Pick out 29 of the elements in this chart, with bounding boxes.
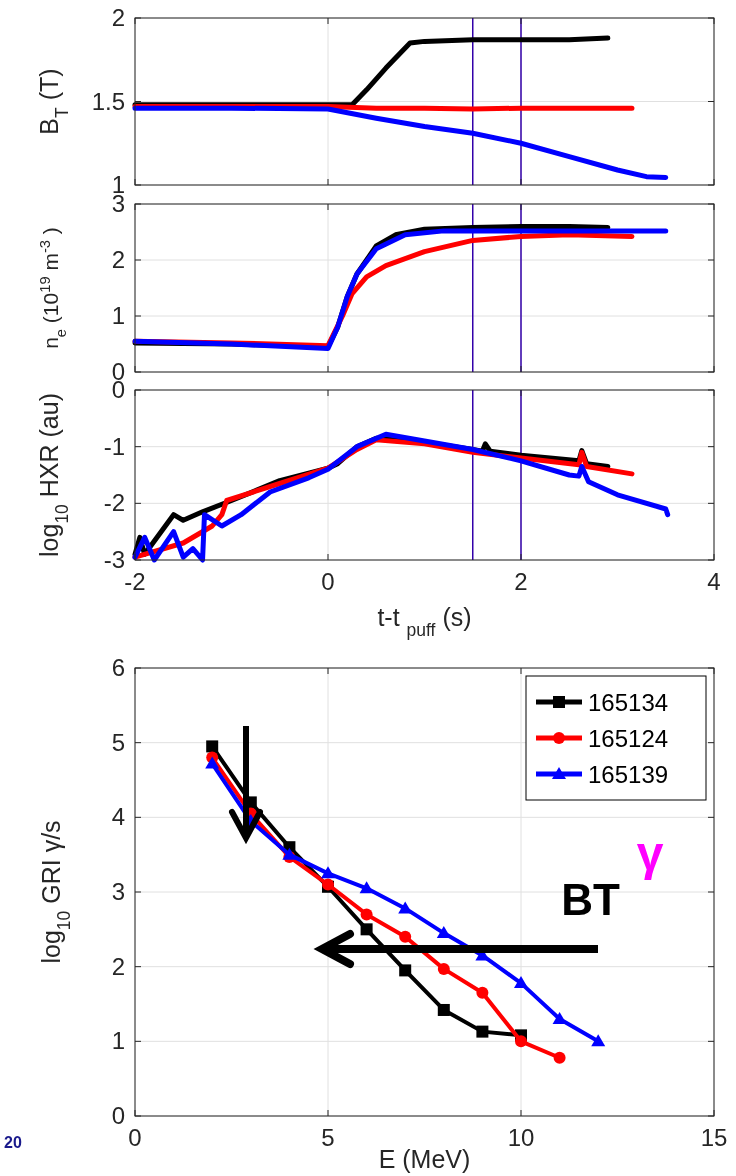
legend-label: 165139 [588,761,669,788]
y-tick-label: 1 [111,302,125,329]
y-tick-label: 1.5 [91,87,125,115]
x-axis-title: E (MeV) [378,1145,471,1173]
x-tick-label: 10 [507,1124,535,1151]
y-tick-label: -2 [103,489,125,517]
y-tick-label: 6 [111,654,125,681]
text: 20 [4,1134,22,1151]
x-tick-label: 5 [321,1124,335,1151]
y-tick-label: 3 [111,878,125,905]
x-tick-label: 15 [700,1124,728,1151]
y-tick-label: 2 [111,4,125,31]
y-tick-label: 1 [111,1027,125,1055]
y-tick-label: -1 [103,432,125,460]
y-tick-label: 2 [111,952,125,980]
legend-label: 165134 [588,689,669,716]
x-axis-title: t-t $_{puff}$ (s) [377,603,472,640]
y-tick-label: 5 [111,728,125,756]
x-tick-label: 2 [514,568,528,595]
y-tick-label: 2 [111,246,125,273]
x-tick-label: 0 [321,568,335,595]
legend-label: 165124 [588,725,669,752]
annotation: BT [561,875,621,924]
x-tick-label: 0 [128,1124,142,1151]
y-tick-label: -3 [103,546,125,573]
y-tick-label: 0 [111,1102,125,1129]
annotation: γ [636,827,664,880]
y-tick-label: 4 [111,803,125,831]
x-tick-label: 4 [707,568,721,595]
